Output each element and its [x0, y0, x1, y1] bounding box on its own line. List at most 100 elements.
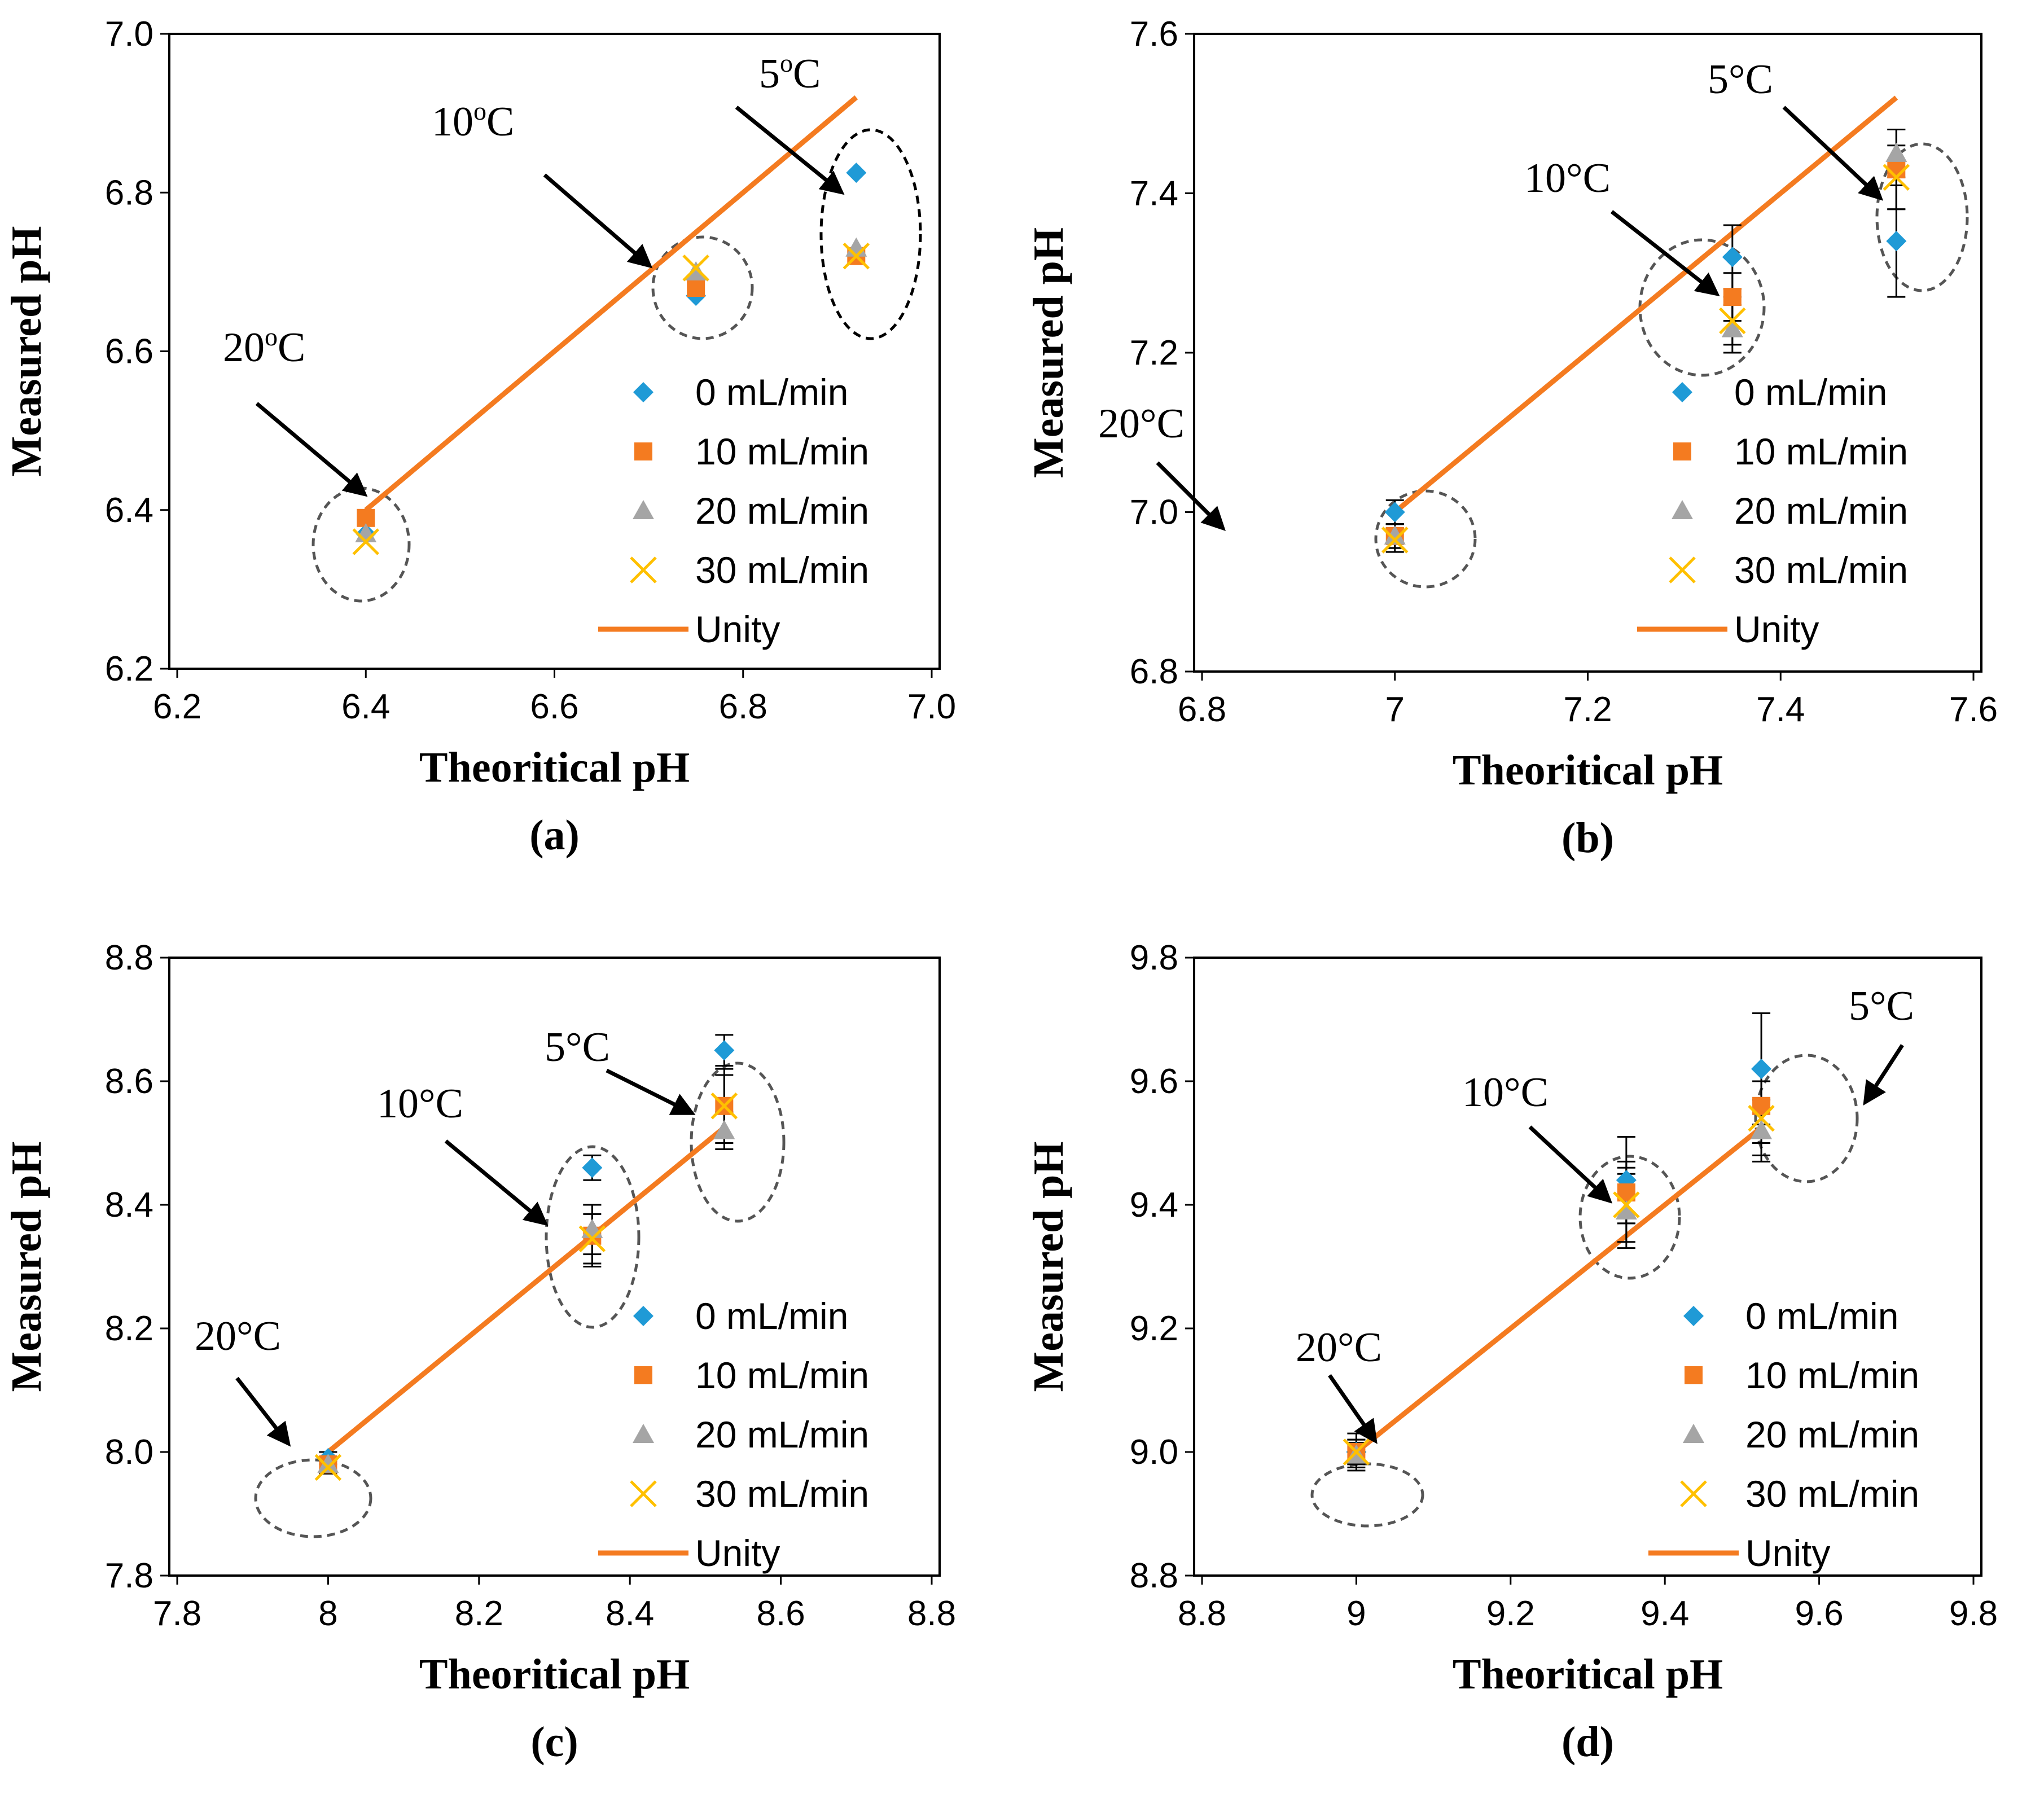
annotation-unit: C	[253, 1313, 281, 1359]
legend-label: 10 mL/min	[1734, 431, 1908, 472]
annotation-value: 20	[1296, 1324, 1337, 1371]
temperature-cluster-ellipse	[1754, 1054, 1859, 1183]
annotation-arrow	[1528, 1125, 1613, 1204]
temperature-annotation: 20oC	[223, 322, 305, 371]
x-tick-label: 9.2	[1486, 1594, 1535, 1633]
legend-marker	[630, 1480, 657, 1507]
annotation-unit: C	[1887, 983, 1914, 1029]
data-point	[1885, 142, 1907, 162]
annotation-degree: °	[1729, 56, 1745, 103]
x-tick-label: 8.2	[455, 1594, 503, 1633]
data-point	[1748, 1104, 1775, 1132]
annotation-degree: °	[1337, 1324, 1354, 1371]
data-point	[687, 279, 705, 297]
data-point	[1751, 1120, 1773, 1139]
legend-label: 10 mL/min	[1745, 1354, 1919, 1396]
data-point	[582, 1157, 603, 1178]
x-marker-stroke	[843, 242, 870, 270]
legend-label: 20 mL/min	[695, 490, 869, 532]
annotation-arrow	[1782, 106, 1884, 201]
temperature-annotation: 5oC	[759, 49, 821, 97]
data-point	[1613, 1191, 1640, 1218]
y-tick-label: 6.8	[105, 173, 153, 212]
x-marker-stroke	[682, 255, 709, 282]
temperature-cluster-ellipse	[1875, 142, 1969, 292]
annotation-unit: C	[1354, 1324, 1382, 1371]
x-tick-label: 7.6	[1949, 690, 1998, 729]
data-point	[1615, 1200, 1637, 1219]
legend-marker	[1672, 500, 1693, 519]
x-axis-title: Theoritical pH	[419, 1651, 690, 1698]
annotation-arrow	[235, 1376, 291, 1447]
legend-label: 0 mL/min	[695, 1295, 848, 1337]
data-point	[578, 1225, 606, 1252]
chart-panel-c: 7.8 8.0 8.2 8.4 8.6 8.8 7.8 8 8.2 8.4 8.6 8.8 Theori…	[0, 901, 1022, 1802]
data-point	[714, 1040, 735, 1061]
x-axis-title: Theoritical pH	[419, 744, 690, 791]
annotation-value: 5	[759, 51, 780, 97]
annotation-arrow	[1328, 1374, 1378, 1444]
chart-svg-a: 6.2 6.4 6.6 6.8 7.0 6.2 6.4 6.6 6.8 7.0 Theoritica…	[3, 15, 956, 859]
unity-line	[326, 1125, 726, 1454]
annotation-unit: C	[278, 324, 305, 371]
temperature-cluster-ellipse	[651, 235, 754, 340]
annotation-unit: C	[1521, 1069, 1549, 1116]
y-tick-label: 8.8	[1130, 1556, 1178, 1595]
panel-label: (d)	[1561, 1718, 1614, 1766]
annotation-value: 10	[432, 99, 473, 145]
temperature-cluster-ellipse	[1310, 1462, 1424, 1528]
y-tick-label: 6.8	[1130, 652, 1178, 691]
x-marker-stroke	[1883, 164, 1910, 191]
x-tick-label: 8.8	[907, 1594, 956, 1633]
annotation-arrow	[735, 106, 845, 195]
annotation-degree: °	[1870, 983, 1887, 1029]
legend-marker	[633, 1306, 653, 1326]
x-tick-label: 6.2	[153, 687, 201, 726]
y-axis-title: Measured pH	[1025, 227, 1072, 478]
temperature-annotation: 10oC	[432, 96, 514, 145]
chart-panel-d: 8.8 9.0 9.2 9.4 9.6 9.8 8.8 9 9.2 9.4 9.6 9.8 Theori…	[1022, 901, 2044, 1802]
y-tick-label: 8.6	[105, 1062, 153, 1101]
unity-line	[364, 95, 858, 512]
legend-marker	[1672, 382, 1692, 402]
chart-svg-d: 8.8 9.0 9.2 9.4 9.6 9.8 8.8 9 9.2 9.4 9.6 9.8 Theori…	[1025, 938, 1998, 1766]
legend-label: 10 mL/min	[695, 1354, 869, 1396]
annotation-degree: o	[265, 322, 278, 351]
legend-marker	[634, 442, 652, 460]
y-tick-label: 7.6	[1130, 15, 1178, 54]
x-marker-stroke	[1680, 1480, 1707, 1507]
x-tick-label: 6.4	[341, 687, 390, 726]
data-point	[314, 1454, 342, 1481]
chart-svg-b: 6.8 7.0 7.2 7.4 7.6 6.8 7 7.2 7.4 7.6 Theoritical …	[1025, 15, 1998, 862]
annotation-arrow	[606, 1068, 696, 1115]
y-tick-label: 7.0	[1130, 493, 1178, 532]
annotation-arrow	[543, 173, 653, 269]
legend-label: 30 mL/min	[695, 1473, 869, 1515]
data-point	[317, 1453, 339, 1473]
temperature-cluster-ellipse	[690, 1061, 786, 1223]
legend-label: Unity	[695, 608, 780, 650]
annotation-value: 10	[377, 1081, 419, 1127]
y-tick-label: 7.2	[1130, 334, 1178, 372]
legend-marker	[633, 1424, 654, 1443]
legend-label: 0 mL/min	[1745, 1295, 1898, 1337]
annotation-degree: °	[1140, 401, 1157, 447]
annotation-degree: o	[780, 49, 793, 77]
annotation-arrow	[444, 1139, 549, 1226]
data-point	[1883, 164, 1910, 191]
data-point	[843, 242, 870, 270]
x-marker-stroke	[630, 556, 657, 584]
temperature-cluster-ellipse	[819, 128, 922, 340]
y-tick-label: 6.4	[105, 491, 153, 530]
x-marker-stroke	[314, 1454, 342, 1481]
data-point	[1384, 525, 1406, 545]
temperature-annotation: 5°C	[1708, 56, 1773, 103]
plot-frame	[1193, 957, 1982, 1577]
annotation-arrow	[1863, 1044, 1904, 1106]
x-tick-label: 7.4	[1756, 690, 1805, 729]
data-point	[713, 1120, 735, 1139]
legend-label: 0 mL/min	[695, 371, 848, 413]
x-axis-title: Theoritical pH	[1453, 747, 1723, 794]
annotation-degree: °	[236, 1313, 253, 1359]
annotation-arrow	[255, 402, 368, 497]
